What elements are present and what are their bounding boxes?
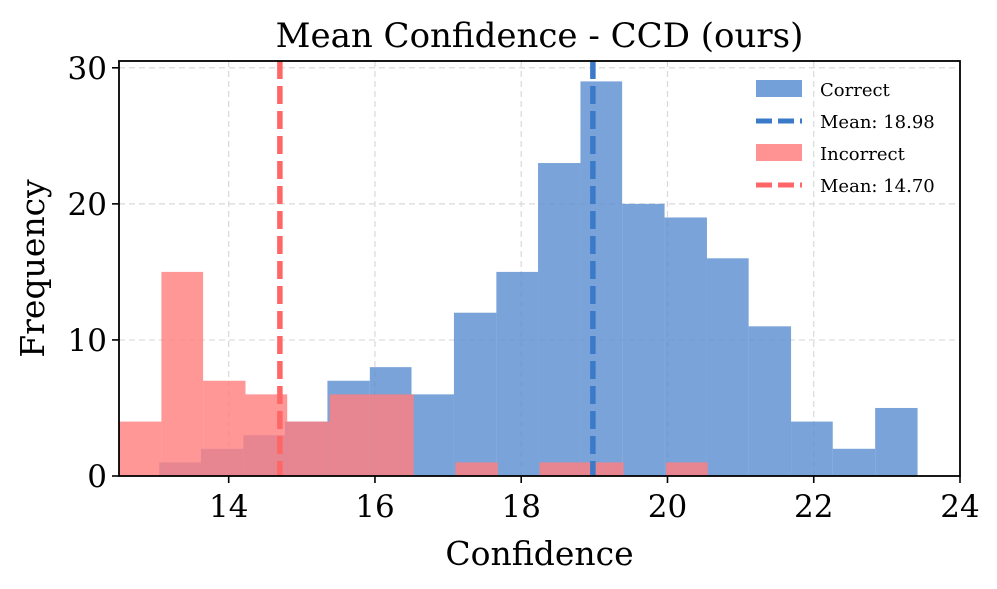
legend-swatch-2 [756, 144, 802, 161]
bar-correct-14 [748, 326, 792, 476]
x-axis-label: Confidence [445, 534, 633, 573]
bar-correct-7 [453, 312, 497, 476]
x-tick-label: 16 [355, 489, 394, 525]
bar-correct-8 [496, 271, 539, 476]
legend-label-1: Mean: 18.98 [820, 112, 935, 133]
legend-label-0: Correct [820, 80, 891, 101]
bar-correct-12 [664, 217, 707, 476]
bar-correct-16 [832, 448, 876, 476]
x-tick-label: 24 [940, 489, 979, 525]
y-tick-label: 30 [68, 51, 107, 87]
bar-incorrect-6 [371, 394, 414, 476]
y-tick-label: 20 [68, 187, 107, 223]
legend: Correct Mean: 18.98 Incorrect Mean: 14.70 [756, 80, 935, 197]
legend-label-2: Incorrect [820, 144, 906, 165]
y-tick-label: 10 [68, 323, 107, 359]
bar-incorrect-0 [119, 421, 162, 476]
bar-correct-17 [875, 407, 918, 476]
legend-label-3: Mean: 14.70 [820, 176, 935, 197]
bar-incorrect-4 [287, 421, 330, 476]
x-tick-label: 20 [648, 489, 687, 525]
y-axis-label: Frequency [13, 179, 52, 358]
bar-correct-13 [706, 258, 749, 476]
bars-layer [119, 81, 918, 477]
x-tick-label: 22 [794, 489, 833, 525]
bar-incorrect-13 [666, 462, 708, 476]
bar-incorrect-11 [581, 462, 624, 476]
chart-title: Mean Confidence - CCD (ours) [276, 16, 804, 56]
bar-correct-11 [622, 203, 665, 477]
bar-incorrect-10 [539, 462, 582, 476]
bar-correct-10 [580, 81, 623, 476]
bar-incorrect-8 [455, 462, 498, 476]
x-tick-label: 14 [209, 489, 248, 525]
bar-correct-6 [411, 394, 454, 476]
bar-correct-15 [791, 421, 833, 476]
bar-incorrect-2 [203, 380, 246, 476]
ticks-layer: 14 16 18 20 22 24 0 10 20 30 [68, 51, 980, 525]
legend-swatch-0 [756, 80, 802, 97]
bar-incorrect-5 [329, 394, 372, 476]
plot-frame [118, 60, 961, 477]
bar-correct-9 [538, 163, 581, 476]
x-tick-label: 18 [501, 489, 540, 525]
mean-lines-layer [277, 61, 596, 476]
y-tick-label: 0 [87, 459, 107, 495]
bar-incorrect-1 [161, 271, 204, 476]
